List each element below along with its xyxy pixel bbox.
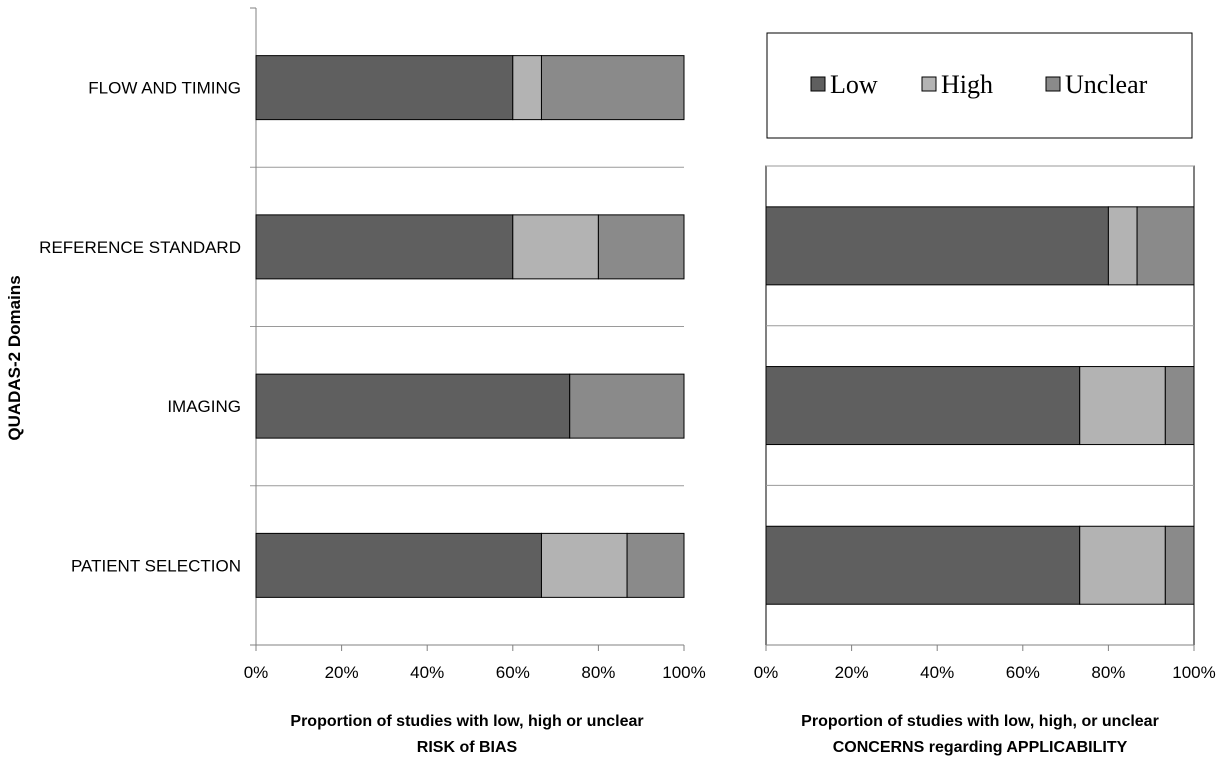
legend: Low High Unclear <box>766 32 1193 139</box>
x-tick-label: 40% <box>410 663 444 682</box>
bar-segment-reference-standard-unclear <box>1136 206 1195 286</box>
bar-segment-imaging-high <box>1079 366 1166 446</box>
bar-segment-reference-standard-low <box>255 214 514 280</box>
bar-segment-imaging-unclear <box>569 373 685 439</box>
legend-swatch-high <box>921 76 937 92</box>
legend-label-unclear: Unclear <box>1065 70 1148 99</box>
category-label: PATIENT SELECTION <box>71 556 241 575</box>
x-axis-title-line: CONCERNS regarding APPLICABILITY <box>833 739 1128 756</box>
bar-segment-patient-selection-high <box>540 532 628 598</box>
x-tick-label: 40% <box>920 663 954 682</box>
bar-segment-patient-selection-high <box>1079 525 1166 605</box>
x-tick-label: 100% <box>1172 663 1215 682</box>
bar-segment-flow-and-timing-unclear <box>540 55 685 121</box>
x-tick-label: 80% <box>1091 663 1125 682</box>
x-tick-label: 60% <box>1006 663 1040 682</box>
category-label: IMAGING <box>167 397 241 416</box>
x-tick-label: 60% <box>496 663 530 682</box>
category-label: REFERENCE STANDARD <box>39 238 241 257</box>
bar-segment-reference-standard-unclear <box>597 214 685 280</box>
legend-box <box>766 32 1193 139</box>
bar-segment-reference-standard-low <box>765 206 1109 286</box>
applicability-chart: 0% 20% 40% 60% 80% 100% Proportion of studies … <box>754 165 1216 756</box>
x-axis-title-line: Proportion of studies with low, high or … <box>290 713 643 730</box>
bar-segment-patient-selection-unclear <box>626 532 685 598</box>
bar-segment-imaging-low <box>255 373 571 439</box>
bar-segment-patient-selection-low <box>765 525 1081 605</box>
x-tick-label: 80% <box>581 663 615 682</box>
legend-swatch-low <box>810 76 826 92</box>
bar-segment-reference-standard-high <box>512 214 599 280</box>
category-label: FLOW AND TIMING <box>88 79 241 98</box>
x-tick-label: 100% <box>662 663 705 682</box>
x-tick-label: 20% <box>835 663 869 682</box>
bar-segment-patient-selection-low <box>255 532 542 598</box>
x-tick-label: 0% <box>244 663 269 682</box>
bar-segment-imaging-unclear <box>1164 366 1195 446</box>
bar-segment-imaging-low <box>765 366 1081 446</box>
legend-swatch-unclear <box>1045 76 1061 92</box>
risk-of-bias-chart: FLOW AND TIMING REFERENCE STANDARD IMAGING… <box>39 7 706 756</box>
x-tick-label: 20% <box>325 663 359 682</box>
x-axis-title-line: RISK of BIAS <box>417 739 518 756</box>
bar-segment-flow-and-timing-low <box>255 55 514 121</box>
bar-segment-reference-standard-high <box>1107 206 1138 286</box>
bar-segment-flow-and-timing-high <box>512 55 542 121</box>
bar-segment-patient-selection-unclear <box>1164 525 1195 605</box>
y-axis-title: QUADAS-2 Domains <box>5 275 24 440</box>
legend-label-low: Low <box>830 70 878 99</box>
x-tick-label: 0% <box>754 663 779 682</box>
x-axis-title-line: Proportion of studies with low, high, or… <box>801 713 1159 730</box>
legend-label-high: High <box>941 70 993 99</box>
